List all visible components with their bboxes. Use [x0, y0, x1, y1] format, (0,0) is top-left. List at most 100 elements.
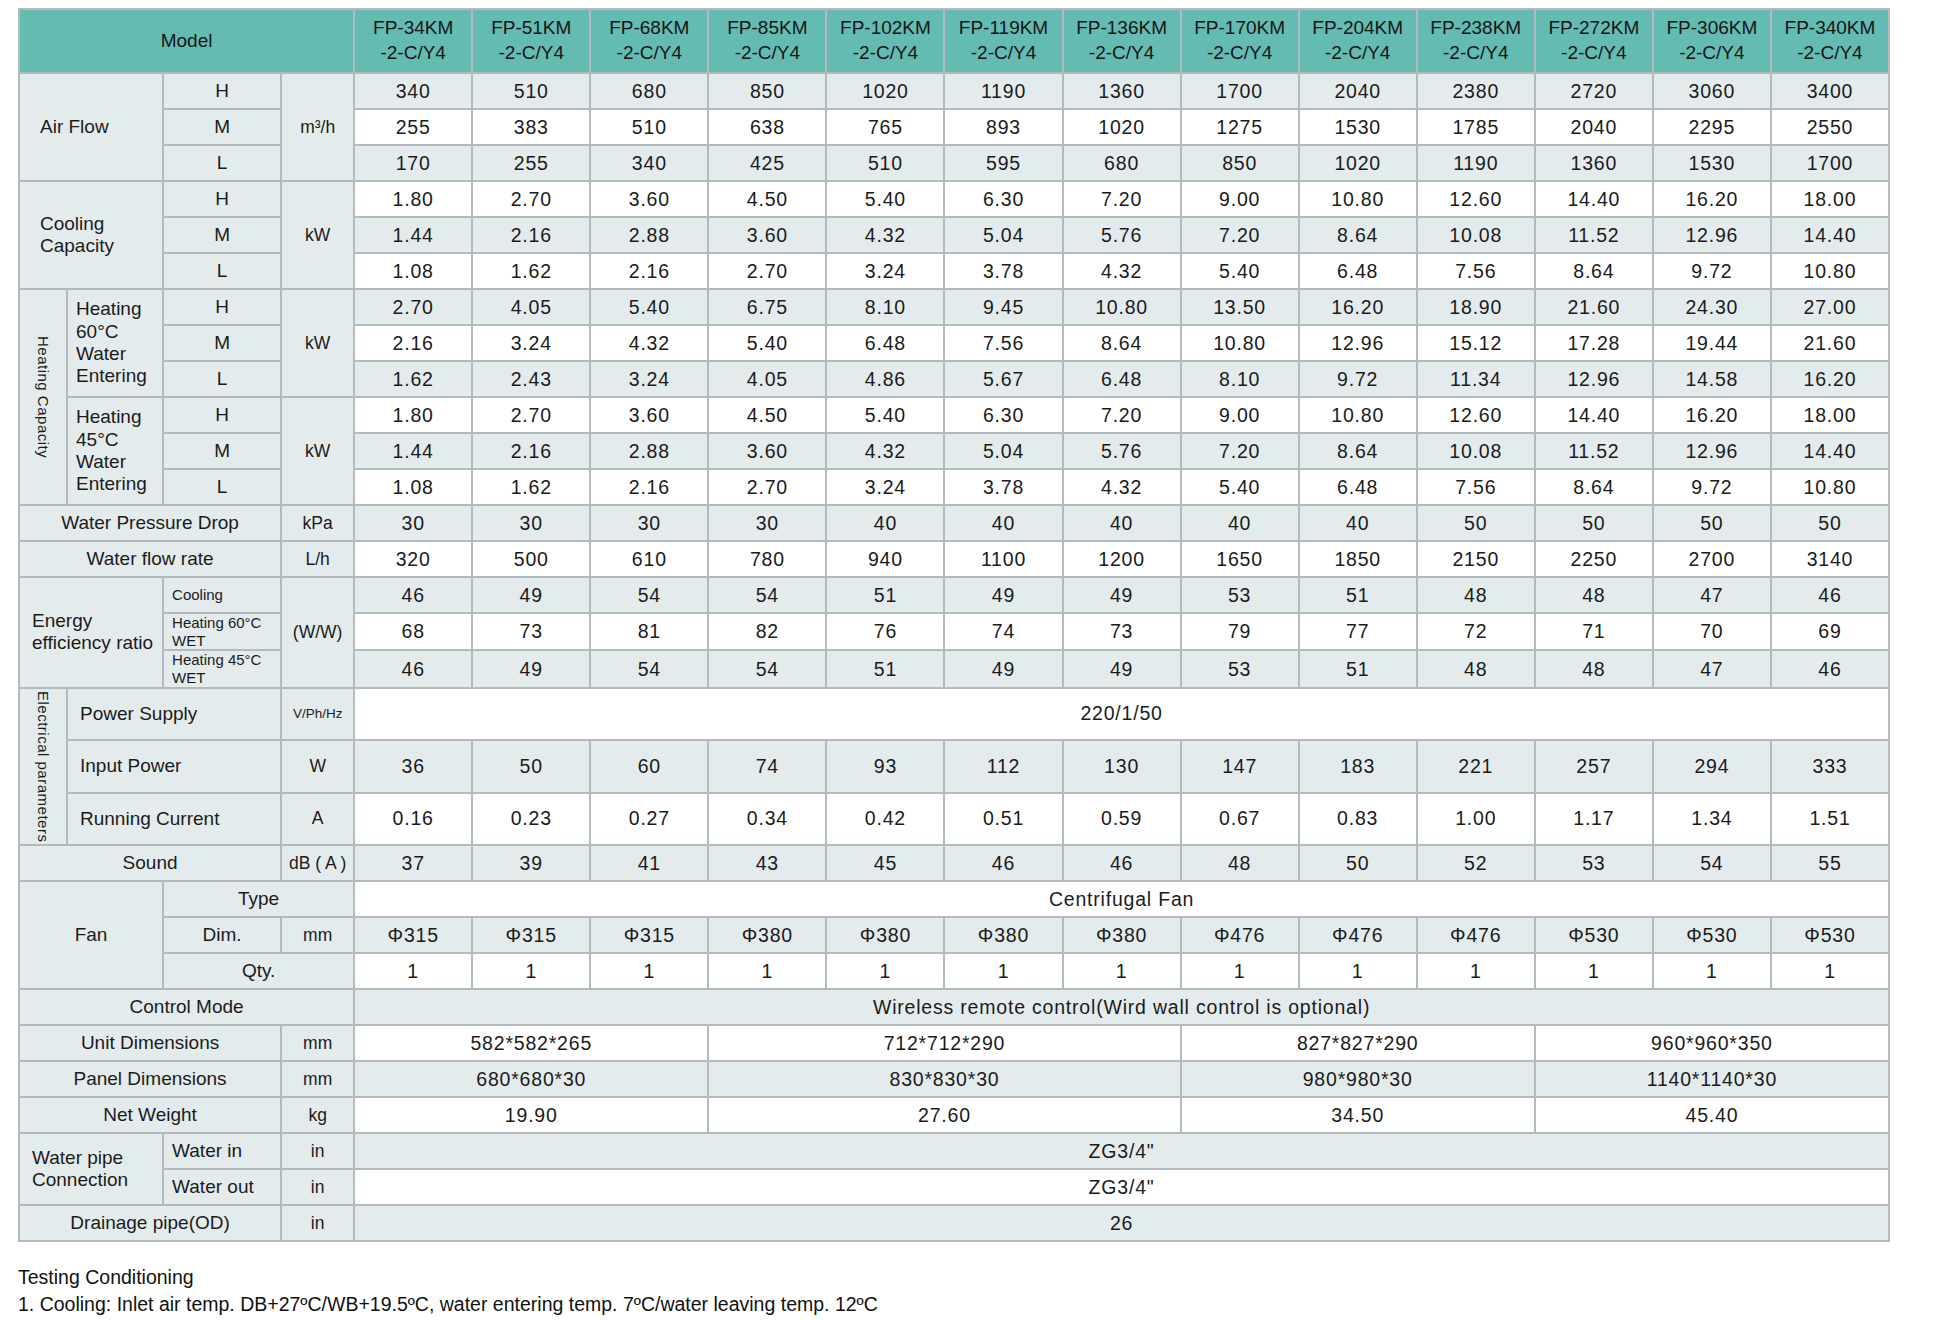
- value-cell: 2.43: [472, 361, 590, 397]
- table-row: Cooling CapacityHkW1.802.703.604.505.406…: [19, 181, 1889, 217]
- value-cell: 0.34: [708, 793, 826, 845]
- value-cell: 2.70: [472, 397, 590, 433]
- speed-low-label: L: [163, 361, 281, 397]
- value-cell: 24.30: [1653, 289, 1771, 325]
- value-cell: Φ530: [1653, 917, 1771, 953]
- running-current-unit: A: [281, 793, 354, 845]
- value-cell: 850: [1181, 145, 1299, 181]
- value-cell: 74: [708, 740, 826, 792]
- heating-45-label: Heating 45°C Water Entering: [67, 397, 163, 505]
- value-cell: 1850: [1299, 541, 1417, 577]
- value-cell: 1020: [1299, 145, 1417, 181]
- value-cell: 1.62: [354, 361, 472, 397]
- value-cell: 3.78: [944, 469, 1062, 505]
- value-cell: 510: [590, 109, 708, 145]
- table-row: Heating 45°C Water EnteringHkW1.802.703.…: [19, 397, 1889, 433]
- value-cell: 1: [1063, 953, 1181, 989]
- panel-dimensions-unit: mm: [281, 1061, 354, 1097]
- value-cell: 582*582*265: [354, 1025, 708, 1061]
- value-cell: Φ476: [1417, 917, 1535, 953]
- water-pressure-drop-label: Water Pressure Drop: [19, 505, 281, 541]
- value-cell: 1785: [1417, 109, 1535, 145]
- value-cell: 147: [1181, 740, 1299, 792]
- value-cell: 71: [1535, 613, 1653, 650]
- value-cell: 8.10: [1181, 361, 1299, 397]
- value-cell: 10.80: [1771, 469, 1889, 505]
- table-row: Control ModeWireless remote control(Wird…: [19, 989, 1889, 1025]
- value-cell: Wireless remote control(Wird wall contro…: [354, 989, 1889, 1025]
- spec-table-body: ModelFP-34KM -2-C/Y4FP-51KM -2-C/Y4FP-68…: [19, 9, 1889, 1241]
- value-cell: 2040: [1299, 73, 1417, 109]
- value-cell: 255: [472, 145, 590, 181]
- value-cell: 6.75: [708, 289, 826, 325]
- value-cell: 15.12: [1417, 325, 1535, 361]
- value-cell: 220/1/50: [354, 688, 1889, 740]
- table-row: Running CurrentA0.160.230.270.340.420.51…: [19, 793, 1889, 845]
- value-cell: 77: [1299, 613, 1417, 650]
- value-cell: 53: [1535, 845, 1653, 881]
- value-cell: 2.16: [472, 217, 590, 253]
- value-cell: 43: [708, 845, 826, 881]
- value-cell: 3.60: [590, 397, 708, 433]
- value-cell: 8.64: [1299, 433, 1417, 469]
- value-cell: 49: [944, 650, 1062, 687]
- model-col-header: FP-306KM -2-C/Y4: [1653, 9, 1771, 73]
- value-cell: 76: [826, 613, 944, 650]
- value-cell: 30: [708, 505, 826, 541]
- value-cell: 46: [1063, 845, 1181, 881]
- value-cell: 2380: [1417, 73, 1535, 109]
- value-cell: 5.76: [1063, 217, 1181, 253]
- table-row: Water pipe ConnectionWater ininZG3/4": [19, 1133, 1889, 1169]
- model-col-header: FP-340KM -2-C/Y4: [1771, 9, 1889, 73]
- speed-high-label: H: [163, 397, 281, 433]
- value-cell: 10.08: [1417, 217, 1535, 253]
- value-cell: 6.48: [1299, 469, 1417, 505]
- value-cell: 2700: [1653, 541, 1771, 577]
- value-cell: 960*960*350: [1535, 1025, 1889, 1061]
- value-cell: Centrifugal Fan: [354, 881, 1889, 917]
- eer-heating45-label: Heating 45°C WET: [163, 650, 281, 687]
- value-cell: 1: [1417, 953, 1535, 989]
- cooling-unit: kW: [281, 181, 354, 289]
- value-cell: 4.86: [826, 361, 944, 397]
- value-cell: 3140: [1771, 541, 1889, 577]
- value-cell: 10.80: [1063, 289, 1181, 325]
- value-cell: 1: [1299, 953, 1417, 989]
- value-cell: 3.24: [826, 469, 944, 505]
- input-power-unit: W: [281, 740, 354, 792]
- value-cell: 7.20: [1063, 181, 1181, 217]
- value-cell: 46: [1771, 577, 1889, 613]
- value-cell: 2.88: [590, 433, 708, 469]
- value-cell: 7.56: [1417, 253, 1535, 289]
- air-flow-label: Air Flow: [19, 73, 163, 181]
- sound-unit: dB ( A ): [281, 845, 354, 881]
- value-cell: 1190: [1417, 145, 1535, 181]
- value-cell: 48: [1417, 577, 1535, 613]
- value-cell: 50: [1771, 505, 1889, 541]
- value-cell: 2.70: [708, 253, 826, 289]
- value-cell: 1140*1140*30: [1535, 1061, 1889, 1097]
- value-cell: 50: [472, 740, 590, 792]
- value-cell: 9.72: [1653, 469, 1771, 505]
- value-cell: 40: [1063, 505, 1181, 541]
- value-cell: 30: [472, 505, 590, 541]
- water-in-label: Water in: [163, 1133, 281, 1169]
- value-cell: 4.32: [1063, 469, 1181, 505]
- value-cell: 1650: [1181, 541, 1299, 577]
- value-cell: 0.16: [354, 793, 472, 845]
- value-cell: 1: [1653, 953, 1771, 989]
- value-cell: 1020: [1063, 109, 1181, 145]
- value-cell: 680: [590, 73, 708, 109]
- value-cell: 0.83: [1299, 793, 1417, 845]
- value-cell: 30: [590, 505, 708, 541]
- speed-low-label: L: [163, 253, 281, 289]
- model-col-header: FP-170KM -2-C/Y4: [1181, 9, 1299, 73]
- value-cell: 170: [354, 145, 472, 181]
- value-cell: 680: [1063, 145, 1181, 181]
- value-cell: 1.08: [354, 253, 472, 289]
- value-cell: Φ530: [1535, 917, 1653, 953]
- value-cell: Φ530: [1771, 917, 1889, 953]
- value-cell: 3.24: [590, 361, 708, 397]
- value-cell: 8.10: [826, 289, 944, 325]
- value-cell: Φ476: [1299, 917, 1417, 953]
